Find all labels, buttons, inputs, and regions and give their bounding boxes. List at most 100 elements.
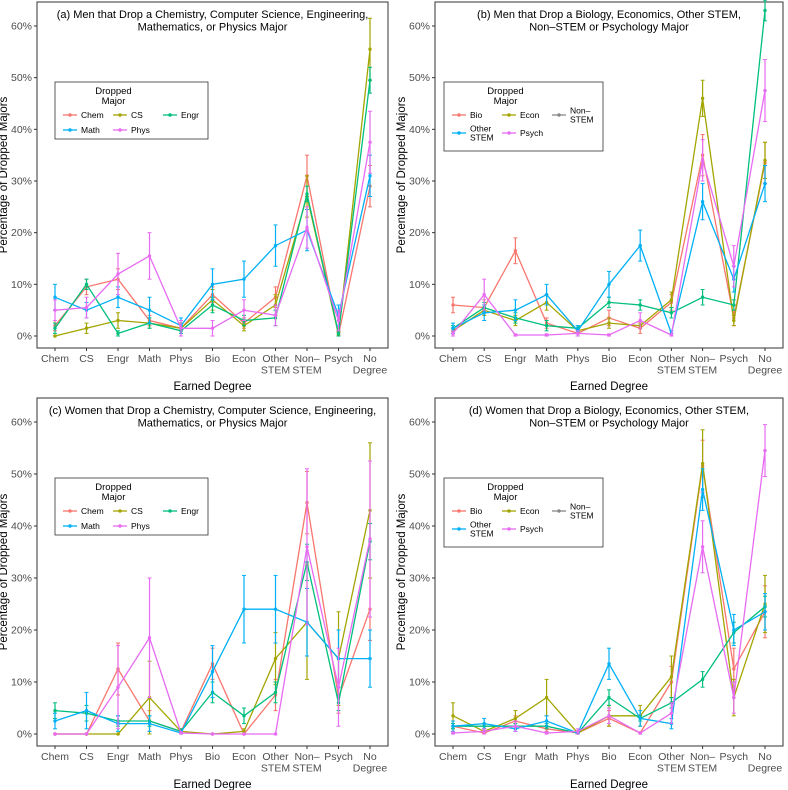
x-tick-line: Other bbox=[658, 353, 685, 365]
legend-label-line: Other bbox=[470, 520, 491, 530]
legend-label-line: Math bbox=[81, 125, 100, 135]
data-point bbox=[638, 243, 642, 248]
legend-label-line: Non– bbox=[570, 106, 591, 116]
y-tick-label: 0% bbox=[17, 331, 32, 343]
data-point bbox=[336, 331, 341, 336]
data-point bbox=[763, 448, 767, 453]
x-tick-label: CS bbox=[477, 353, 492, 365]
legend-label-line: Other bbox=[470, 124, 491, 134]
y-tick-label: 60% bbox=[11, 21, 32, 33]
legend-box bbox=[443, 477, 604, 548]
x-tick-line: Degree bbox=[748, 763, 783, 775]
x-tick-label: No Degree bbox=[353, 751, 388, 775]
x-tick-line: STEM bbox=[292, 763, 321, 775]
data-point bbox=[732, 264, 736, 268]
x-tick-label: Bio bbox=[205, 751, 220, 763]
y-tick-label: 50% bbox=[11, 72, 32, 84]
data-point bbox=[147, 636, 152, 640]
data-point bbox=[732, 318, 736, 323]
legend-label-line: STEM bbox=[570, 511, 594, 521]
y-tick-label: 10% bbox=[11, 279, 32, 291]
x-tick-line: STEM bbox=[657, 763, 686, 775]
data-point bbox=[53, 719, 57, 723]
legend-key-point bbox=[557, 113, 561, 117]
panel-title-line: Non–STEM or Psychology Major bbox=[529, 22, 689, 34]
x-tick-line: Other bbox=[262, 751, 289, 763]
x-tick-line: STEM bbox=[688, 763, 717, 775]
legend-entry: Chem bbox=[63, 506, 104, 516]
x-tick-line: No bbox=[363, 751, 377, 763]
data-point bbox=[700, 158, 705, 163]
x-tick-label: Chem bbox=[41, 353, 69, 365]
data-point bbox=[242, 308, 246, 312]
x-tick-label: Engr bbox=[504, 353, 527, 365]
x-tick-label: Bio bbox=[601, 751, 616, 763]
x-tick-line: CS bbox=[477, 751, 492, 763]
data-point bbox=[732, 628, 736, 632]
x-tick-label: Engr bbox=[107, 353, 130, 365]
legend-entry: Bio bbox=[452, 506, 483, 516]
x-tick-line: Psych bbox=[720, 751, 749, 763]
data-point bbox=[147, 254, 152, 258]
x-tick-label: Bio bbox=[205, 353, 220, 365]
x-tick-line: Econ bbox=[628, 353, 652, 365]
x-tick-line: Engr bbox=[107, 751, 130, 763]
legend-label-line: Chem bbox=[81, 506, 104, 516]
y-tick-label: 20% bbox=[11, 227, 32, 239]
x-tick-line: Econ bbox=[232, 353, 256, 365]
data-point bbox=[242, 732, 246, 736]
legend-title-line: Dropped bbox=[487, 482, 523, 493]
x-tick-line: Econ bbox=[628, 751, 652, 763]
legend-key-point bbox=[507, 131, 511, 135]
legend-key-point bbox=[168, 113, 172, 117]
legend-key-point bbox=[457, 509, 461, 513]
legend-label-line: Engr bbox=[181, 506, 199, 516]
x-axis-title: Earned Degree bbox=[570, 779, 648, 790]
panel-title: (d) Women that Drop a Biology, Economics… bbox=[469, 405, 749, 430]
legend-entry: Econ bbox=[502, 506, 540, 516]
legend-key-point bbox=[68, 113, 72, 117]
data-point bbox=[700, 96, 705, 101]
y-tick-label: 30% bbox=[11, 176, 32, 188]
data-point bbox=[638, 303, 642, 307]
legend-label: CS bbox=[131, 110, 143, 120]
data-point bbox=[273, 656, 278, 661]
data-point bbox=[700, 487, 705, 492]
x-tick-label: Non– STEM bbox=[292, 353, 321, 377]
data-point bbox=[147, 308, 152, 312]
x-tick-line: Chem bbox=[41, 353, 69, 365]
data-point bbox=[607, 695, 611, 700]
x-tick-label: Bio bbox=[601, 353, 616, 365]
panel-title-line: Mathematics, or Physics Major bbox=[138, 22, 288, 34]
data-point bbox=[273, 243, 278, 248]
data-point bbox=[763, 88, 767, 93]
x-tick-line: Bio bbox=[601, 751, 616, 763]
x-tick-label: Non– STEM bbox=[688, 751, 717, 775]
data-point bbox=[763, 158, 767, 163]
legend-label-line: CS bbox=[131, 110, 143, 120]
x-tick-line: STEM bbox=[261, 365, 290, 377]
data-point bbox=[116, 318, 120, 323]
x-axis-title: Earned Degree bbox=[174, 779, 252, 790]
y-tick-label: 10% bbox=[409, 279, 430, 291]
legend-entry: Other STEM bbox=[452, 520, 494, 539]
x-tick-line: Degree bbox=[353, 365, 388, 377]
series-psych bbox=[451, 424, 767, 735]
x-tick-label: Psych bbox=[324, 751, 353, 763]
data-point bbox=[513, 724, 518, 728]
x-tick-line: Chem bbox=[41, 751, 69, 763]
x-tick-line: Bio bbox=[205, 751, 220, 763]
legend-key-point bbox=[457, 527, 461, 531]
data-point bbox=[210, 282, 215, 287]
x-tick-label: Math bbox=[138, 751, 162, 763]
legend-title: Dropped Major bbox=[487, 86, 523, 107]
legend-key-point bbox=[457, 113, 461, 117]
data-point bbox=[84, 708, 89, 713]
data-point bbox=[732, 303, 736, 307]
panel-c: 0% 10% 20% 30% 40% 50% 60% Chem CS Engr Math Phys Bi… bbox=[0, 397, 389, 790]
x-tick-line: STEM bbox=[688, 365, 717, 377]
data-point bbox=[305, 545, 309, 549]
legend-title: Dropped Major bbox=[95, 86, 131, 107]
x-tick-line: Phys bbox=[566, 751, 589, 763]
